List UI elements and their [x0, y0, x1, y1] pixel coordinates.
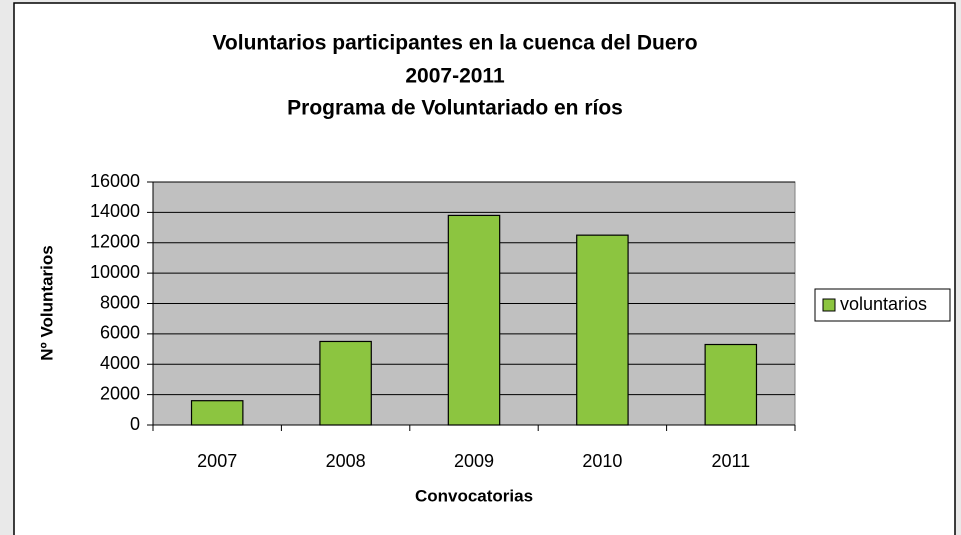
y-tick-label: 14000 [90, 201, 140, 221]
y-tick-label: 16000 [90, 171, 140, 191]
y-tick-label: 10000 [90, 262, 140, 282]
x-tick-label: 2008 [326, 451, 366, 471]
legend-swatch [822, 298, 836, 312]
legend-label: voluntarios [840, 294, 927, 314]
bar [190, 400, 244, 426]
chart-title: Programa de Voluntariado en ríos [287, 97, 623, 120]
y-tick-label: 4000 [100, 353, 140, 373]
bar [319, 340, 372, 426]
y-tick-label: 6000 [100, 323, 140, 343]
y-tick-label: 0 [130, 414, 140, 434]
x-tick-label: 2009 [454, 451, 494, 471]
y-tick-label: 2000 [100, 383, 140, 403]
bar [447, 214, 501, 426]
y-tick-label: 8000 [100, 292, 140, 312]
y-axis-label: Nº Voluntarios [37, 245, 56, 360]
x-tick-label: 2010 [582, 451, 622, 471]
y-tick-label: 12000 [90, 232, 140, 252]
legend-box [814, 288, 951, 322]
chart-title: 2007-2011 [405, 65, 505, 88]
x-axis-label: Convocatorias [415, 486, 533, 505]
chart-title: Voluntarios participantes en la cuenca d… [212, 32, 697, 55]
bar [576, 234, 629, 426]
x-tick-label: 2011 [711, 451, 750, 471]
bar [704, 343, 758, 426]
x-tick-label: 2007 [197, 451, 237, 471]
